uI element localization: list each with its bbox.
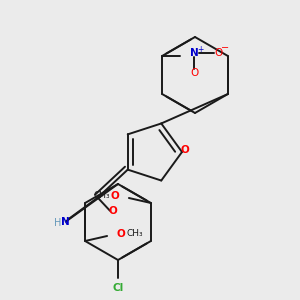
Text: O: O <box>109 206 117 216</box>
Text: O: O <box>181 145 189 155</box>
Text: Cl: Cl <box>112 283 124 293</box>
Text: O: O <box>190 68 198 78</box>
Text: CH₃: CH₃ <box>127 230 143 238</box>
Text: O: O <box>117 229 125 239</box>
Text: CH₃: CH₃ <box>94 191 110 200</box>
Text: O: O <box>214 48 222 58</box>
Text: O: O <box>110 191 119 201</box>
Text: N: N <box>61 217 70 226</box>
Text: +: + <box>197 44 203 53</box>
Text: −: − <box>221 43 229 53</box>
Text: N: N <box>190 48 199 58</box>
Text: H: H <box>54 218 62 228</box>
Text: methoxy: methoxy <box>98 195 104 196</box>
